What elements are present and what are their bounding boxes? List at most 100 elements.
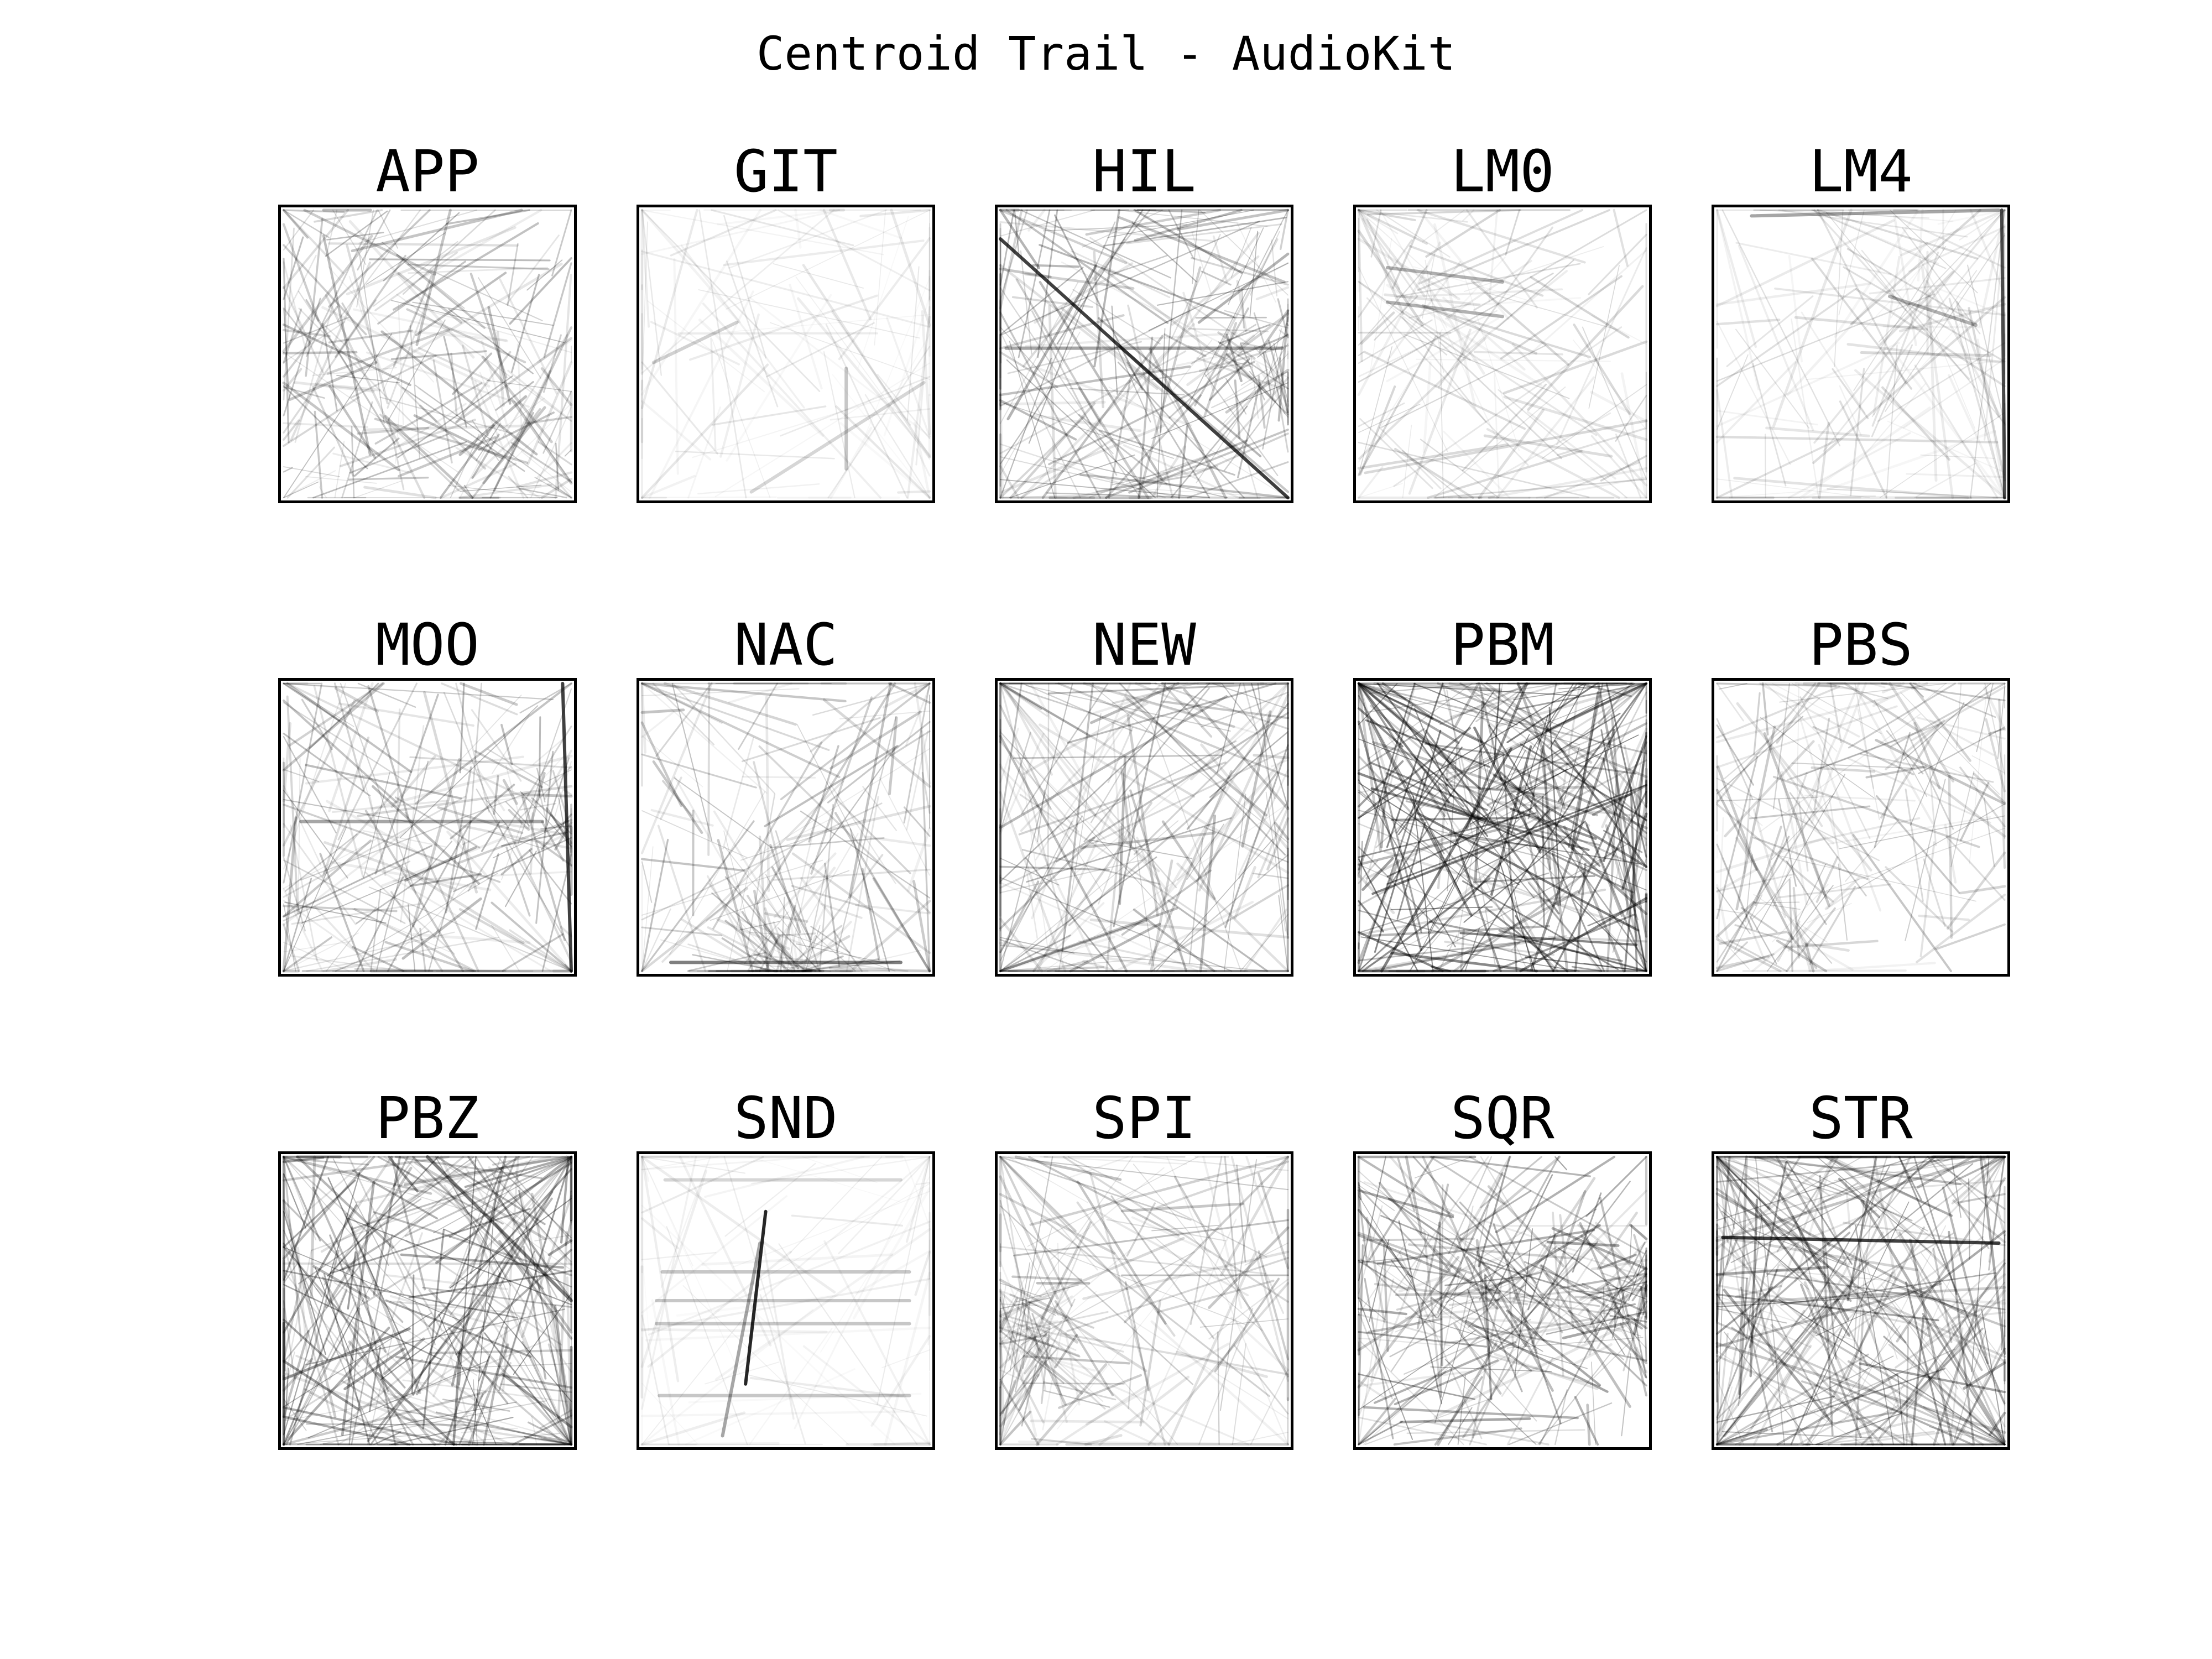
trail-segment: [1048, 304, 1057, 499]
trail-segment: [527, 1421, 572, 1446]
trail-segment: [1057, 682, 1289, 778]
trail-segment: [332, 452, 412, 474]
trail-segment: [525, 416, 572, 425]
trail-segment: [1008, 1214, 1059, 1316]
trail-segment: [305, 476, 377, 484]
trail-segment: [1443, 430, 1511, 499]
trail-segment: [1469, 1317, 1528, 1446]
trail-segment: [792, 925, 843, 963]
trail-segment: [1786, 907, 1836, 972]
trail-segment: [1465, 1256, 1527, 1347]
trail-segment: [1812, 296, 2006, 465]
trail-segment: [509, 929, 572, 972]
trail-segment: [1927, 314, 1975, 429]
trail-segment: [1796, 683, 1799, 838]
trail-segment: [1777, 1216, 1968, 1316]
trail-segment: [1176, 1350, 1268, 1378]
trail-segment: [1772, 683, 1837, 717]
trail-segment: [1358, 846, 1439, 929]
trail-segment: [1082, 959, 1118, 973]
trail-segment: [1057, 1243, 1060, 1293]
trail-segment: [476, 423, 501, 461]
trail-segment: [999, 682, 1048, 717]
trail-segment: [439, 424, 495, 499]
trail-segment: [389, 1301, 526, 1314]
trail-segment: [1022, 1311, 1109, 1331]
trail-segment: [1490, 745, 1532, 896]
trail-segment: [753, 889, 770, 973]
trail-segment: [1224, 744, 1289, 928]
trail-segment: [779, 816, 818, 972]
trail-segment: [698, 209, 747, 499]
trail-segment: [283, 1352, 295, 1396]
trail-segment: [284, 901, 387, 924]
trail-segment: [444, 1272, 502, 1446]
trail-segment: [1557, 1247, 1618, 1290]
panel-plot-pbm: [1353, 678, 1652, 977]
trail-segment: [1854, 1309, 1865, 1446]
trail-segment: [1057, 1260, 1193, 1430]
trail-segment: [1218, 341, 1289, 390]
trail-segment: [823, 1240, 931, 1446]
trail-segment: [1000, 858, 1060, 886]
trail-segment: [652, 760, 703, 834]
trail-segment: [1611, 1291, 1625, 1339]
trail-segment: [511, 274, 540, 373]
trail-segment: [305, 217, 324, 377]
trail-segment: [1778, 799, 1797, 887]
trail-segment: [554, 761, 572, 818]
trail-segment: [310, 1156, 572, 1251]
trail-segment: [1499, 863, 1536, 972]
trail-segment: [1020, 1314, 1051, 1379]
trail-segment: [1559, 1272, 1647, 1290]
trail-segment: [341, 302, 377, 363]
trail-svg-pbm: [1353, 678, 1652, 977]
trail-segment: [655, 682, 712, 757]
trail-segment: [1716, 321, 1791, 465]
trail-segment: [999, 208, 1023, 310]
trail-segment: [283, 1279, 374, 1445]
trail-segment: [1015, 1285, 1079, 1303]
trail-segment: [863, 835, 931, 847]
trail-segment: [1357, 873, 1395, 914]
trail-segment: [999, 732, 1031, 832]
trail-segment: [1358, 1370, 1472, 1387]
trail-segment: [1905, 789, 1924, 902]
trail-segment: [1921, 1252, 2005, 1364]
trail-segment: [1069, 922, 1161, 973]
trail-segment: [1126, 223, 1282, 244]
trail-segment: [1832, 368, 1869, 420]
trail-segment: [1829, 1156, 1912, 1331]
trail-segment: [283, 209, 345, 274]
trail-segment: [1365, 1217, 1386, 1323]
trail-segment: [1358, 1330, 1476, 1411]
trail-segment: [1827, 488, 2006, 499]
trail-segment: [1225, 333, 1243, 383]
trail-segment: [349, 433, 449, 474]
trail-segment: [1422, 210, 1465, 243]
trail-segment: [1585, 682, 1647, 738]
trail-segment: [283, 860, 411, 922]
trail-segment: [1877, 342, 2006, 422]
trail-segment: [1433, 495, 1495, 499]
trail-segment: [1410, 750, 1526, 972]
trail-segment: [1357, 682, 1388, 778]
trail-segment: [740, 818, 867, 861]
trail-segment: [1358, 791, 1493, 902]
trail-segment: [465, 1167, 554, 1320]
trail-segment: [689, 294, 878, 361]
trail-segment: [999, 221, 1260, 336]
trail-segment: [999, 1287, 1024, 1389]
trail-segment: [1166, 1156, 1289, 1446]
trail-segment: [641, 753, 757, 789]
trail-segment: [1374, 295, 1418, 341]
trail-segment: [810, 682, 893, 753]
trail-segment: [1756, 774, 1845, 931]
trail-segment: [831, 311, 911, 426]
trail-segment: [766, 322, 875, 378]
trail-segment: [369, 258, 551, 262]
trail-segment: [1738, 1344, 1812, 1446]
trail-segment: [1133, 209, 1243, 274]
trail-segment: [1407, 1243, 1581, 1260]
trail-segment: [1581, 1324, 1623, 1332]
